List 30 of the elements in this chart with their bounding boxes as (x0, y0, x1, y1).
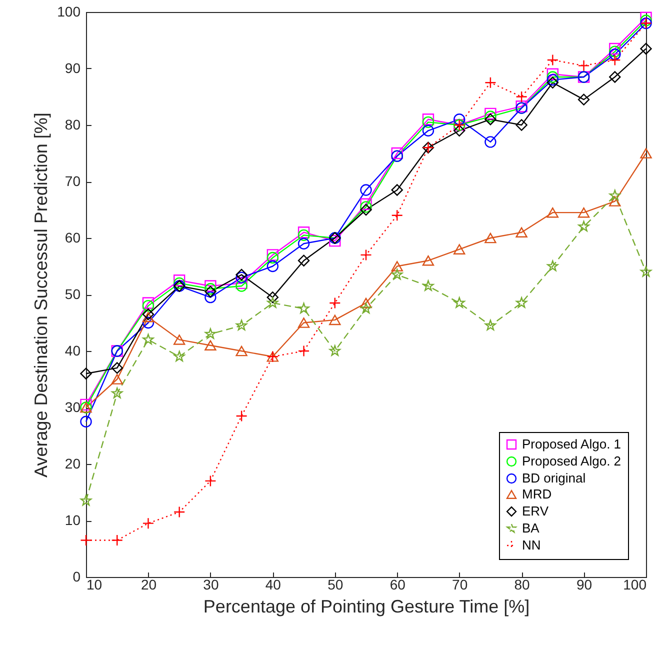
x-tick-label: 50 (328, 576, 344, 592)
y-tick-label: 10 (64, 512, 81, 528)
y-tick-label: 0 (72, 568, 81, 584)
y-tick-label: 70 (64, 173, 81, 189)
y-tick-label: 100 (57, 4, 81, 20)
x-axis-title: Percentage of Pointing Gesture Time [%] (203, 596, 530, 616)
y-axis-title: Average Destination Successul Prediction [%] (31, 112, 52, 478)
y-tick-label: 80 (64, 116, 81, 132)
legend-label: BA (522, 520, 540, 536)
y-tick-label: 20 (64, 456, 81, 472)
legend-label: MRD (522, 486, 552, 502)
y-tick-label: 40 (64, 342, 81, 358)
x-tick-label: 70 (452, 576, 468, 592)
x-tick-label: 30 (203, 576, 219, 592)
x-tick-label: 60 (390, 576, 406, 592)
legend-label: Proposed Algo. 1 (522, 436, 622, 452)
y-tick-label: 50 (64, 286, 81, 302)
legend-label: ERV (522, 504, 549, 518)
legend-label: BD original (522, 470, 586, 486)
x-tick-label: 80 (514, 576, 530, 592)
x-tick-label: 40 (265, 576, 282, 592)
x-tick-label: 90 (576, 576, 592, 592)
x-tick-label: 100 (623, 576, 647, 592)
x-tick-label: 20 (140, 576, 157, 592)
legend-label: Proposed Algo. 2 (522, 454, 622, 468)
y-tick-label: 90 (64, 60, 81, 76)
y-tick-label: 30 (64, 399, 81, 415)
x-tick-label: 10 (86, 576, 102, 592)
y-tick-label: 60 (64, 230, 81, 246)
legend-label: NN (522, 538, 541, 552)
